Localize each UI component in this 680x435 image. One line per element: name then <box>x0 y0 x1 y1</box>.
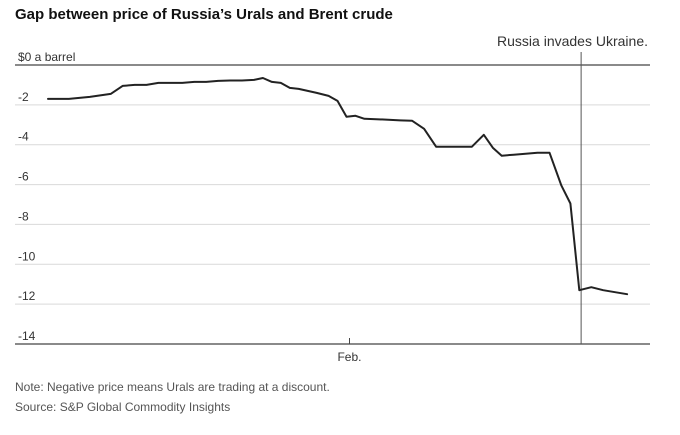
y-axis: $0 a barrel -2 -4 -6 -8 -10 -12 -14 <box>18 50 75 343</box>
series-group <box>47 77 629 296</box>
chart-notes: Note: Negative price means Urals are tra… <box>15 377 330 417</box>
grid-lines <box>15 64 650 345</box>
y-tick-label: -6 <box>18 170 29 184</box>
event-marker-label: Russia invades Ukraine. <box>497 33 648 49</box>
x-axis: Feb. <box>337 338 361 364</box>
y-tick-label: -14 <box>18 329 36 343</box>
series-line-0 <box>47 77 629 296</box>
y-tick-label: -2 <box>18 90 29 104</box>
y-tick-label: -12 <box>18 289 36 303</box>
event-marker: Russia invades Ukraine. <box>497 33 648 344</box>
y-tick-label: -10 <box>18 249 36 263</box>
y-tick-label: -4 <box>18 130 29 144</box>
chart-title: Gap between price of Russia’s Urals and … <box>15 6 393 23</box>
source-text: Source: S&P Global Commodity Insights <box>15 400 231 414</box>
x-tick-label: Feb. <box>337 350 361 364</box>
y-tick-label: $0 a barrel <box>18 50 75 64</box>
y-tick-label: -8 <box>18 209 29 223</box>
line-chart: $0 a barrel -2 -4 -6 -8 -10 -12 -14 Feb. Russia… <box>15 33 650 364</box>
note-text: Note: Negative price means Urals are tra… <box>15 380 330 394</box>
